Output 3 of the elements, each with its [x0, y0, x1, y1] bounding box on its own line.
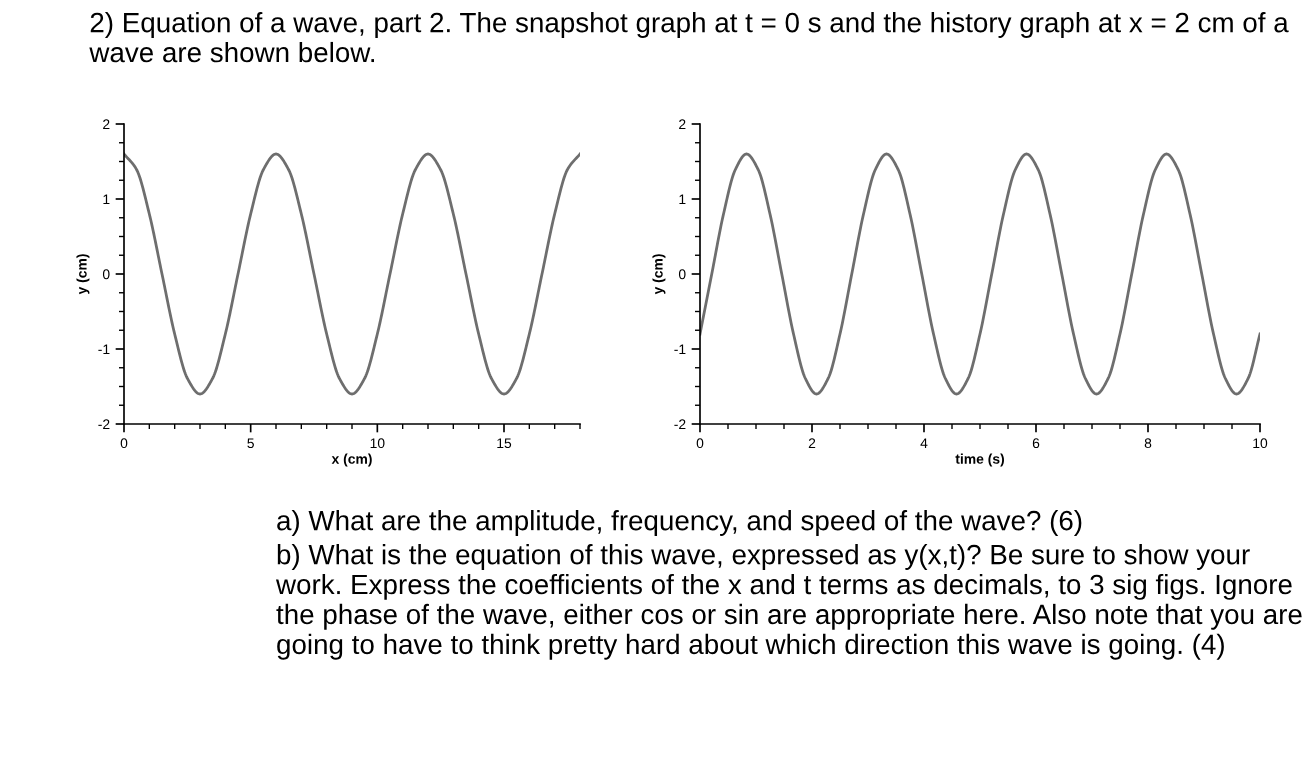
- text: a) What are the amplitude, frequency, and speed of the wave? (6): [277, 510, 1082, 536]
- text: 2) Equation of a wave, part 2. The snapshot graph at t = 0 s and the history graph at x = 2 cm of a wave are shown below.: [89, 12, 1289, 63]
- text: b) What is the equation of this wave, expressed as y(x,t)? Be sure to show your work. Express the coefficients of the x and t terms as decimals, to 3 sig figs. Ignore the phase of the wave, either cos or sin are appropriate here. Also note that you are going to have to think pretty hard about which direction this wave is going. (4): [275, 544, 1302, 660]
